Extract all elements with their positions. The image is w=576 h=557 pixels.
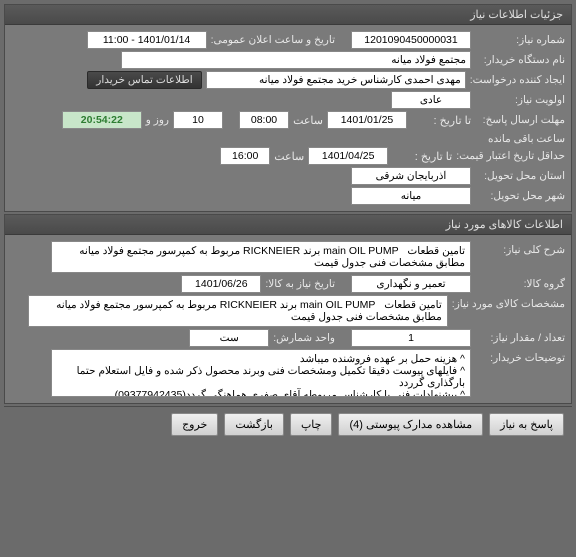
buyer-contact-button[interactable]: اطلاعات تماس خریدار	[87, 71, 201, 89]
goods-spec-textarea[interactable]	[28, 295, 448, 327]
goods-spec-label: مشخصات کالای مورد نیاز:	[452, 295, 565, 310]
city-label: شهر محل تحویل:	[475, 190, 565, 202]
priority-input[interactable]	[391, 91, 471, 109]
priority-label: اولویت نیاز:	[475, 94, 565, 106]
price-date-input[interactable]	[308, 147, 388, 165]
goods-info-panel: اطلاعات کالاهای مورد نیاز شرح کلی نیاز: …	[4, 214, 572, 404]
remain-days-input	[173, 111, 223, 129]
deadline-date-input[interactable]	[327, 111, 407, 129]
goods-need-date-label: تاریخ نیاز به کالا:	[265, 278, 335, 290]
exit-button[interactable]: خروج	[171, 413, 218, 436]
qty-label: تعداد / مقدار نیاز:	[475, 332, 565, 344]
order-unit-label: واحد شمارش:	[273, 332, 335, 344]
public-announce-label: تاریخ و ساعت اعلان عمومی:	[211, 34, 335, 46]
need-number-input[interactable]	[351, 31, 471, 49]
to-date-label: تا تاریخ :	[411, 114, 471, 127]
buyer-notes-textarea[interactable]	[51, 349, 471, 397]
deadline-label: مهلت ارسال پاسخ:	[475, 114, 565, 126]
buyer-name-label: نام دستگاه خریدار:	[475, 54, 565, 66]
deadline-time-input[interactable]	[239, 111, 289, 129]
requester-input[interactable]	[206, 71, 466, 89]
print-button[interactable]: چاپ	[290, 413, 333, 436]
goods-group-label: گروه کالا:	[475, 278, 565, 290]
need-info-panel: جزئیات اطلاعات نیاز شماره نیاز: تاریخ و …	[4, 4, 572, 212]
footer-toolbar: پاسخ به نیاز مشاهده مدارک پیوستی (4) چاپ…	[4, 406, 572, 442]
days-and-label: روز و	[146, 114, 169, 126]
to-date-label-2: تا تاریخ :	[392, 150, 452, 163]
buyer-notes-label: توضیحات خریدار:	[475, 349, 565, 364]
public-announce-input[interactable]	[87, 31, 207, 49]
goods-group-input[interactable]	[351, 275, 471, 293]
attachments-button[interactable]: مشاهده مدارک پیوستی (4)	[338, 413, 483, 436]
province-label: استان محل تحویل:	[475, 170, 565, 182]
province-input[interactable]	[351, 167, 471, 185]
time-label-1: ساعت	[293, 114, 323, 127]
city-input[interactable]	[351, 187, 471, 205]
respond-button[interactable]: پاسخ به نیاز	[489, 413, 564, 436]
remain-time-input	[62, 111, 142, 129]
general-desc-textarea[interactable]	[51, 241, 471, 273]
buyer-name-input[interactable]	[121, 51, 471, 69]
goods-need-date-input[interactable]	[181, 275, 261, 293]
need-number-label: شماره نیاز:	[475, 34, 565, 46]
price-validity-label: حداقل تاریخ اعتبار قیمت:	[456, 150, 565, 162]
requester-label: ایجاد کننده درخواست:	[470, 74, 565, 86]
qty-input[interactable]	[351, 329, 471, 347]
time-label-2: ساعت	[274, 150, 304, 163]
hours-remain-label: ساعت باقی مانده	[488, 133, 565, 145]
price-time-input[interactable]	[220, 147, 270, 165]
order-unit-input[interactable]	[189, 329, 269, 347]
back-button[interactable]: بازگشت	[224, 413, 284, 436]
general-desc-label: شرح کلی نیاز:	[475, 241, 565, 256]
need-info-header: جزئیات اطلاعات نیاز	[5, 5, 571, 25]
goods-info-header: اطلاعات کالاهای مورد نیاز	[5, 215, 571, 235]
